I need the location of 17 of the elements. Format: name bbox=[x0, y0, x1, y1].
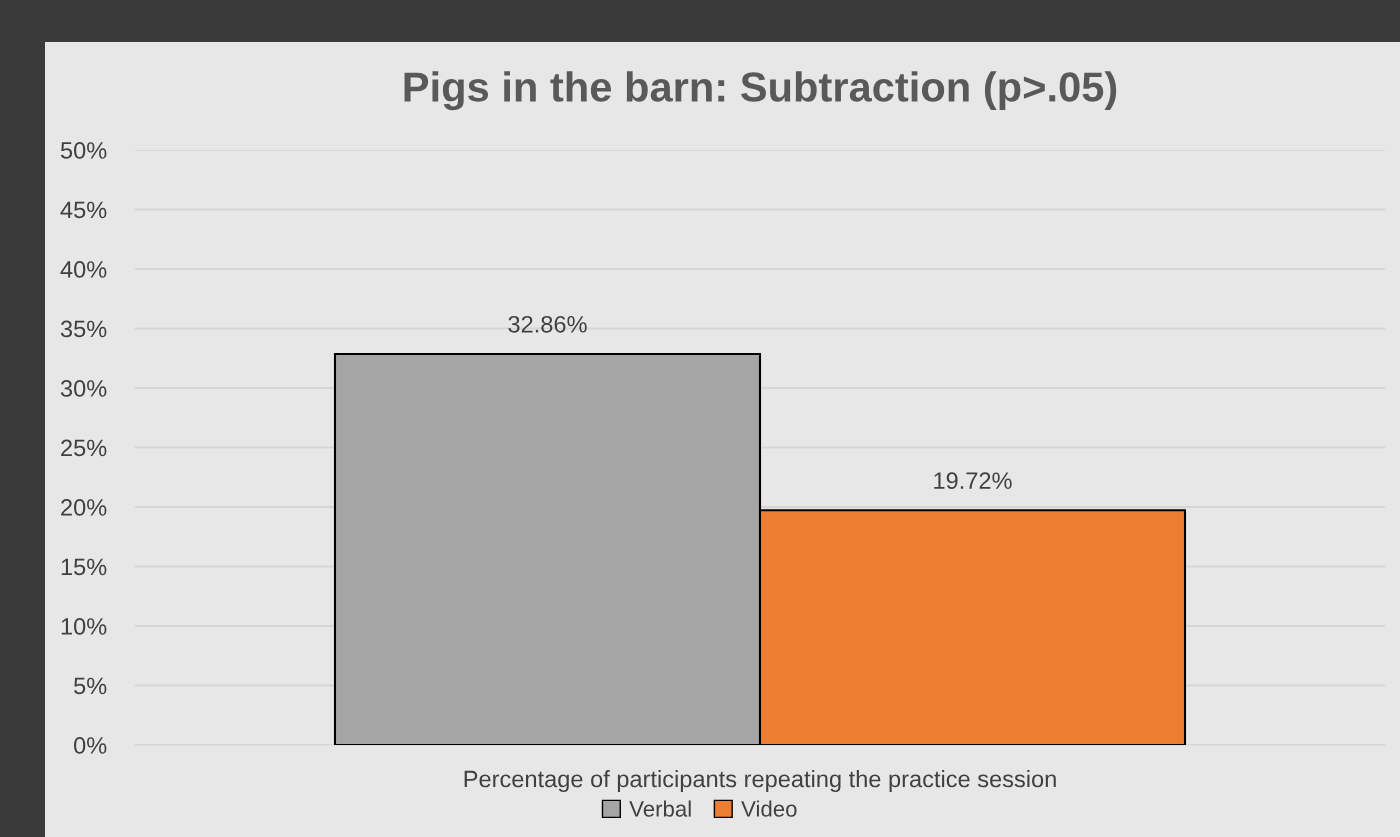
data-label: 19.72% bbox=[934, 472, 1012, 489]
y-tick-label: 5% bbox=[74, 677, 107, 695]
chart-title: Pigs in the barn: Subtraction (p>.05) bbox=[404, 71, 1117, 111]
data-label: 32.86% bbox=[508, 315, 587, 333]
y-tick-label: 25% bbox=[61, 439, 107, 457]
y-tick-label: 45% bbox=[60, 201, 107, 219]
legend-label: Verbal bbox=[629, 800, 691, 817]
legend-label: Video bbox=[741, 800, 797, 817]
x-tick-label: Percentage of participants repeating the practice session bbox=[464, 770, 1056, 793]
y-tick-label: 50% bbox=[60, 142, 107, 159]
y-tick-label: 20% bbox=[61, 499, 107, 516]
y-tick-label: 30% bbox=[60, 380, 107, 397]
y-tick-label: 0% bbox=[74, 737, 107, 754]
y-tick-label: 40% bbox=[60, 261, 107, 278]
y-tick-label: 35% bbox=[60, 320, 107, 338]
y-tick-label: 10% bbox=[61, 618, 107, 635]
y-tick-label: 15% bbox=[61, 558, 107, 576]
